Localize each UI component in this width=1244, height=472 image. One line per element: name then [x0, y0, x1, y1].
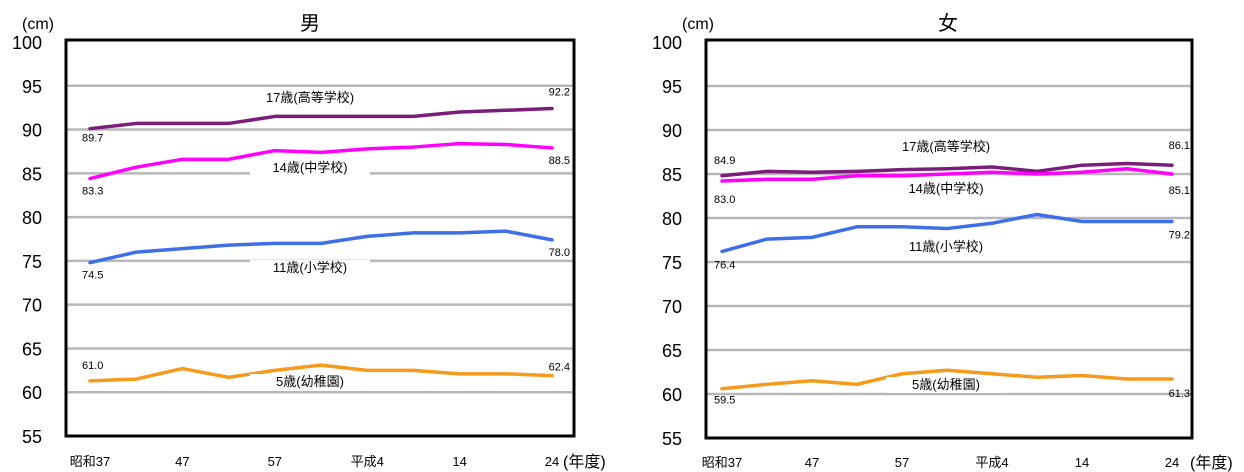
y-tick-label: 85	[662, 165, 682, 185]
data-label-start: 83.3	[82, 186, 103, 198]
data-label-end: 85.1	[1169, 185, 1190, 197]
x-tick-label: 24	[1165, 455, 1179, 470]
series-label-bg	[886, 239, 1006, 255]
y-tick-label: 95	[662, 77, 682, 97]
series-label-bg	[886, 139, 1006, 155]
y-tick-label: 90	[662, 121, 682, 141]
x-tick-label: 平成4	[351, 454, 384, 469]
x-tick-label: 57	[268, 454, 282, 469]
chart-title: 男	[300, 13, 320, 35]
series-line	[88, 106, 554, 131]
series-line	[720, 212, 1174, 254]
data-label-start: 83.0	[714, 194, 735, 206]
data-label-start: 74.5	[82, 270, 103, 282]
series-line	[720, 368, 1174, 391]
series-name-label: 5歳(幼稚園)	[912, 377, 980, 392]
y-tick-label: 60	[22, 383, 42, 403]
y-tick-label: 100	[652, 33, 682, 53]
x-tick-label: 47	[175, 454, 189, 469]
data-label-end: 79.2	[1169, 230, 1190, 242]
y-unit-label: (cm)	[22, 16, 54, 33]
y-unit-label: (cm)	[682, 16, 714, 33]
data-label-end: 62.4	[549, 362, 570, 374]
data-label-start: 61.0	[82, 360, 103, 372]
y-tick-label: 90	[22, 121, 42, 141]
series-label-bg	[886, 181, 1006, 197]
data-label-end: 86.1	[1169, 140, 1190, 152]
data-label-end: 61.3	[1169, 388, 1190, 400]
x-tick-label: 47	[805, 455, 819, 470]
x-tick-label: 14	[452, 454, 466, 469]
y-tick-label: 70	[22, 296, 42, 316]
series-line	[88, 229, 554, 265]
x-tick-label: 14	[1075, 455, 1089, 470]
y-tick-label: 75	[662, 253, 682, 273]
x-tick-label: 57	[895, 455, 909, 470]
data-label-end: 92.2	[549, 87, 570, 99]
series-line	[88, 363, 554, 383]
y-tick-label: 55	[22, 427, 42, 447]
y-tick-label: 80	[662, 209, 682, 229]
y-tick-label: 55	[662, 429, 682, 449]
data-label-start: 59.5	[714, 395, 735, 407]
y-tick-label: 65	[662, 341, 682, 361]
x-unit-label: (年度)	[563, 453, 606, 471]
plot-frame	[64, 38, 576, 438]
chart-panel-male: 100 95 90 85 80 75 70 65 60 55 男 (cm) 昭和37 47 57 平成4 14 2…	[12, 13, 606, 471]
series-line	[88, 141, 554, 181]
data-label-start: 89.7	[82, 133, 103, 145]
data-label-end: 78.0	[549, 247, 570, 259]
series-label-bg	[250, 160, 370, 176]
x-unit-label: (年度)	[1190, 454, 1233, 472]
y-tick-label: 65	[22, 339, 42, 359]
plot-frame	[704, 38, 1194, 440]
series-name-label: 14歳(中学校)	[272, 160, 347, 175]
series-name-label: 5歳(幼稚園)	[276, 374, 344, 389]
y-tick-label: 85	[22, 164, 42, 184]
data-label-end: 88.5	[549, 155, 570, 167]
data-label-start: 84.9	[714, 155, 735, 167]
series-label-bg	[886, 377, 1006, 393]
series-name-label: 14歳(中学校)	[908, 181, 983, 196]
chart-panel-female: 100 95 90 85 80 75 70 65 60 55 女 (cm) 昭和37 47 57 平成4 14 2…	[652, 12, 1233, 472]
series-line	[720, 161, 1174, 178]
y-tick-label: 100	[12, 33, 42, 53]
x-tick-label: 昭和37	[70, 454, 110, 469]
chart-title: 女	[938, 12, 958, 35]
series-label-bg	[250, 374, 370, 390]
y-tick-label: 70	[662, 297, 682, 317]
x-tick-label: 24	[545, 454, 559, 469]
series-line	[720, 166, 1174, 183]
y-tick-label: 80	[22, 208, 42, 228]
y-tick-label: 95	[22, 77, 42, 97]
series-label-bg	[250, 90, 370, 106]
series-name-label: 11歳(小学校)	[909, 239, 983, 254]
data-label-start: 76.4	[714, 259, 735, 271]
y-tick-label: 60	[662, 385, 682, 405]
x-tick-label: 昭和37	[702, 455, 742, 470]
series-label-bg	[250, 260, 370, 276]
series-name-label: 17歳(高等学校)	[266, 90, 354, 105]
x-tick-label: 平成4	[975, 455, 1008, 470]
series-name-label: 17歳(高等学校)	[902, 139, 990, 154]
series-name-label: 11歳(小学校)	[273, 260, 347, 275]
y-tick-label: 75	[22, 252, 42, 272]
